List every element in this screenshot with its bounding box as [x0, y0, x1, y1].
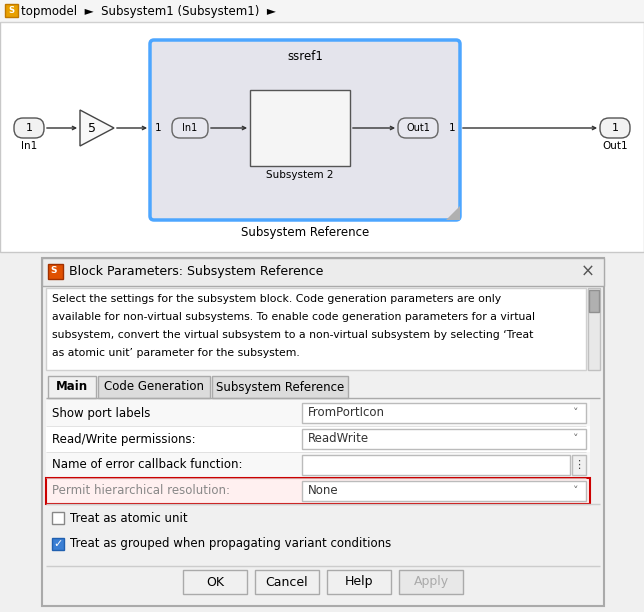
Text: In1: In1: [21, 141, 37, 151]
Bar: [212, 376, 348, 398]
Text: ˅: ˅: [573, 486, 579, 496]
Text: 1: 1: [155, 123, 161, 133]
Text: FromPortIcon: FromPortIcon: [308, 406, 385, 419]
Bar: [327, 570, 391, 594]
FancyBboxPatch shape: [600, 118, 630, 138]
Bar: [0, 0, 644, 252]
Bar: [98, 376, 210, 398]
Text: OK: OK: [206, 575, 224, 589]
Text: 1: 1: [612, 123, 618, 133]
Text: Subsystem 2: Subsystem 2: [266, 170, 334, 180]
Text: ˅: ˅: [573, 434, 579, 444]
Bar: [46, 452, 590, 478]
Text: Treat as atomic unit: Treat as atomic unit: [70, 512, 187, 524]
Text: Read/Write permissions:: Read/Write permissions:: [52, 433, 196, 446]
Bar: [48, 264, 63, 279]
FancyBboxPatch shape: [172, 118, 208, 138]
Text: Subsystem Reference: Subsystem Reference: [216, 381, 344, 394]
Text: Select the settings for the subsystem block. Code generation parameters are only: Select the settings for the subsystem bl…: [52, 294, 501, 304]
Text: Permit hierarchical resolution:: Permit hierarchical resolution:: [52, 485, 230, 498]
Bar: [46, 288, 586, 370]
Bar: [42, 258, 604, 606]
Bar: [250, 90, 350, 166]
Bar: [302, 403, 586, 423]
Text: ×: ×: [581, 263, 595, 281]
Text: Main: Main: [56, 381, 88, 394]
Bar: [302, 481, 586, 501]
Text: Apply: Apply: [413, 575, 449, 589]
Text: Treat as grouped when propagating variant conditions: Treat as grouped when propagating varian…: [70, 537, 392, 551]
Bar: [589, 290, 599, 312]
Bar: [52, 512, 64, 524]
Text: None: None: [308, 485, 339, 498]
Bar: [0, 0, 644, 22]
Text: ⋮: ⋮: [573, 460, 585, 470]
Bar: [52, 538, 64, 550]
Bar: [5, 4, 18, 17]
Text: ˅: ˅: [573, 408, 579, 418]
Text: S: S: [50, 266, 57, 275]
Text: Show port labels: Show port labels: [52, 406, 151, 419]
Text: Cancel: Cancel: [266, 575, 308, 589]
Text: as atomic unit’ parameter for the subsystem.: as atomic unit’ parameter for the subsys…: [52, 348, 299, 358]
Bar: [46, 426, 590, 452]
FancyBboxPatch shape: [14, 118, 44, 138]
Text: 1: 1: [449, 123, 455, 133]
Bar: [588, 288, 600, 370]
Bar: [302, 455, 570, 475]
Text: Name of error callback function:: Name of error callback function:: [52, 458, 243, 471]
Text: Code Generation: Code Generation: [104, 381, 204, 394]
Text: ReadWrite: ReadWrite: [308, 433, 369, 446]
FancyBboxPatch shape: [150, 40, 460, 220]
Text: In1: In1: [182, 123, 198, 133]
Text: Help: Help: [345, 575, 374, 589]
Text: Out1: Out1: [602, 141, 628, 151]
Text: 5: 5: [88, 122, 96, 135]
Polygon shape: [80, 110, 114, 146]
Text: S: S: [8, 6, 14, 15]
Polygon shape: [446, 206, 460, 220]
Text: subsystem, convert the virtual subsystem to a non-virtual subsystem by selecting: subsystem, convert the virtual subsystem…: [52, 330, 533, 340]
Bar: [48, 376, 96, 398]
Bar: [399, 570, 463, 594]
Text: Out1: Out1: [406, 123, 430, 133]
FancyBboxPatch shape: [398, 118, 438, 138]
Text: available for non-virtual subsystems. To enable code generation parameters for a: available for non-virtual subsystems. To…: [52, 312, 535, 322]
Text: topmodel  ►  Subsystem1 (Subsystem1)  ►: topmodel ► Subsystem1 (Subsystem1) ►: [21, 4, 276, 18]
Bar: [255, 570, 319, 594]
Bar: [46, 478, 590, 504]
Bar: [302, 429, 586, 449]
Text: ✓: ✓: [53, 539, 62, 549]
Bar: [572, 455, 586, 475]
Bar: [42, 258, 604, 286]
Text: Block Parameters: Subsystem Reference: Block Parameters: Subsystem Reference: [69, 266, 323, 278]
Text: 1: 1: [26, 123, 32, 133]
Bar: [183, 570, 247, 594]
Bar: [46, 400, 590, 426]
Text: ssref1: ssref1: [287, 50, 323, 63]
Text: Subsystem Reference: Subsystem Reference: [241, 226, 369, 239]
Bar: [46, 478, 590, 504]
